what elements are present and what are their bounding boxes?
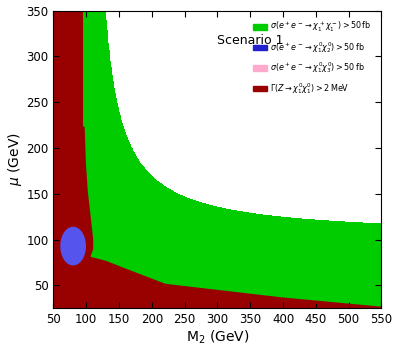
Y-axis label: $\mu$ (GeV): $\mu$ (GeV) bbox=[6, 133, 23, 186]
Text: Scenario 1: Scenario 1 bbox=[217, 34, 283, 47]
X-axis label: M$_2$ (GeV): M$_2$ (GeV) bbox=[186, 329, 249, 346]
Legend: $\sigma(e^+e^- \to \chi_1^+\chi_1^-)>50\,\mathrm{fb}$, $\sigma(e^+e^- \to \chi_1: $\sigma(e^+e^- \to \chi_1^+\chi_1^-)>50\… bbox=[250, 18, 374, 98]
